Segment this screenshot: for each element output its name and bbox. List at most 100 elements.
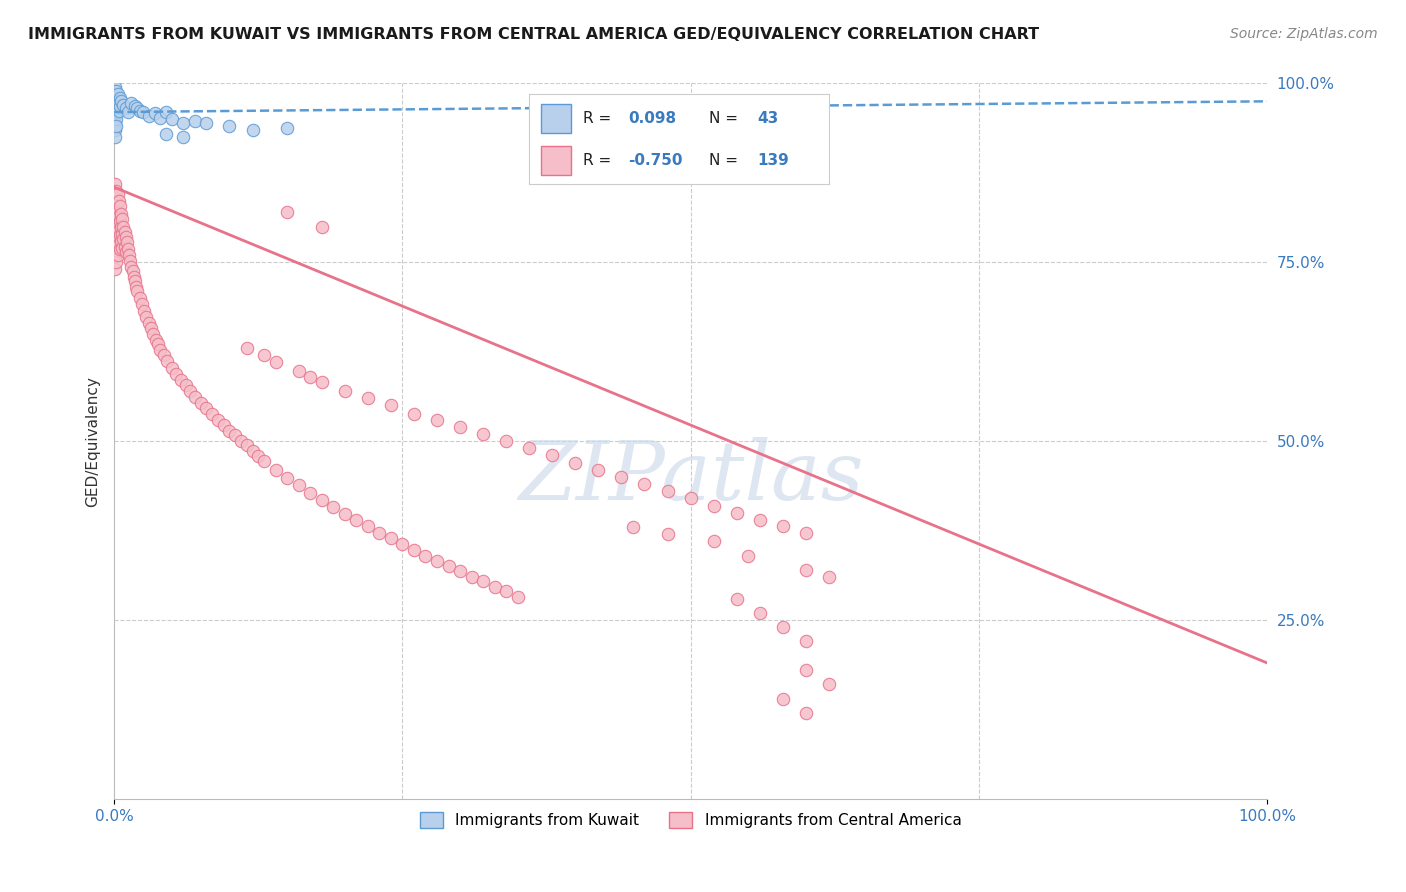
Point (127, 102, 149, 116)
Point (772, 691, 794, 706)
Point (118, 248, 141, 262)
Point (218, 120, 240, 134)
Point (107, 223, 129, 237)
Y-axis label: GED/Equivalency: GED/Equivalency (86, 376, 100, 507)
Point (322, 500, 344, 514)
Point (495, 434, 517, 449)
Point (105, 241, 128, 255)
Point (794, 663, 817, 677)
Point (287, 478, 309, 492)
Point (104, 234, 127, 248)
Point (105, 91, 128, 105)
Point (484, 580, 506, 594)
Point (794, 634, 817, 648)
Point (135, 310, 157, 324)
Point (495, 584, 517, 599)
Point (229, 434, 252, 449)
Point (564, 456, 586, 470)
Text: Source: ZipAtlas.com: Source: ZipAtlas.com (1230, 27, 1378, 41)
Point (104, 248, 127, 262)
Point (333, 384, 356, 398)
Point (105, 120, 128, 134)
Point (437, 559, 460, 574)
Point (145, 333, 167, 347)
Point (114, 102, 136, 116)
Point (142, 326, 165, 341)
Point (218, 424, 240, 438)
Point (633, 477, 655, 491)
Point (108, 243, 131, 257)
Point (201, 407, 224, 421)
Point (725, 506, 748, 520)
Point (111, 227, 134, 241)
Point (105, 98, 128, 112)
Point (794, 525, 817, 540)
Legend: Immigrants from Kuwait, Immigrants from Central America: Immigrants from Kuwait, Immigrants from … (413, 805, 967, 834)
Point (115, 235, 138, 250)
Point (165, 367, 187, 381)
Point (112, 98, 135, 112)
Point (357, 391, 380, 405)
Point (114, 230, 136, 244)
Point (108, 199, 131, 213)
Point (108, 99, 131, 113)
Point (104, 219, 127, 234)
Point (107, 237, 129, 252)
Point (152, 348, 174, 362)
Point (155, 127, 177, 141)
Point (621, 520, 644, 534)
Point (105, 184, 128, 198)
Point (131, 297, 153, 311)
Point (311, 492, 333, 507)
Point (657, 484, 679, 499)
Point (107, 95, 129, 109)
Point (311, 219, 333, 234)
Point (449, 420, 471, 434)
Point (517, 442, 540, 456)
Point (107, 194, 129, 209)
Point (104, 95, 127, 109)
Point (391, 537, 413, 551)
Point (264, 355, 287, 369)
Point (138, 316, 160, 330)
Point (426, 412, 449, 426)
Point (299, 369, 322, 384)
Point (110, 95, 132, 109)
Point (276, 471, 298, 485)
Point (276, 205, 298, 219)
Point (110, 219, 132, 234)
Point (190, 395, 212, 409)
Point (149, 343, 172, 357)
Point (236, 438, 259, 452)
Point (105, 105, 128, 120)
Point (146, 336, 169, 351)
Point (134, 304, 156, 318)
Point (818, 570, 841, 584)
Point (184, 390, 207, 404)
Point (172, 116, 194, 130)
Point (725, 591, 748, 606)
Point (703, 534, 725, 549)
Point (160, 361, 183, 376)
Point (104, 87, 127, 102)
Point (155, 105, 177, 120)
Point (224, 428, 246, 442)
Point (105, 84, 128, 98)
Point (703, 499, 725, 513)
Point (679, 491, 702, 506)
Point (107, 219, 129, 234)
Point (128, 103, 150, 118)
Point (114, 239, 136, 253)
Point (104, 130, 127, 145)
Point (104, 177, 127, 191)
Point (121, 96, 143, 111)
Point (107, 187, 129, 202)
Point (818, 677, 841, 691)
Point (112, 232, 135, 246)
Point (121, 264, 143, 278)
Point (105, 255, 128, 269)
Point (344, 513, 367, 527)
Point (184, 113, 207, 128)
Point (124, 99, 146, 113)
Point (104, 262, 127, 277)
